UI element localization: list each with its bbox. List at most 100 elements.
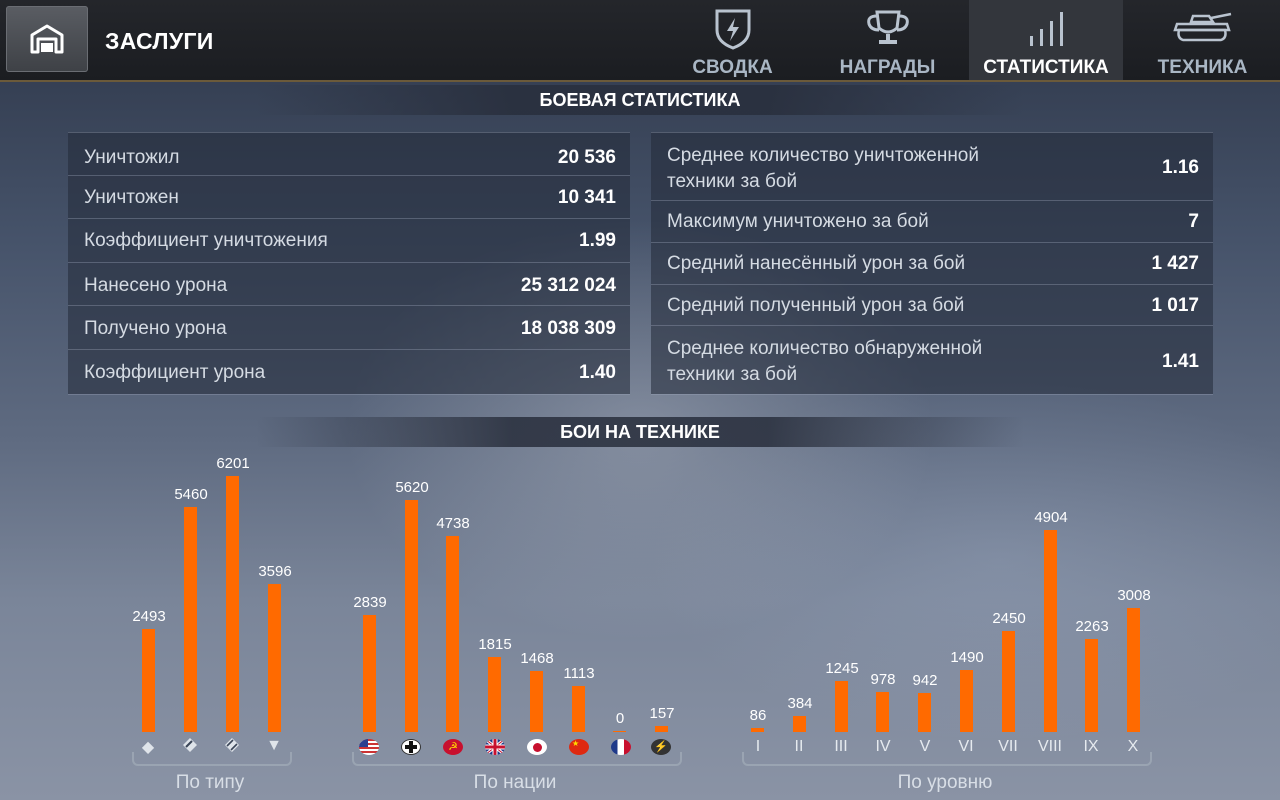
nation-bar-value-label: 2839 [353,594,387,611]
tier-bar-value-label: 3008 [1117,587,1151,604]
tier-bar [960,670,973,732]
heavy-tank-icon [221,737,243,758]
nation-bar [572,686,585,732]
vehicle-battles-charts: По типу По нации По уровню ◆ ▼ ☭ ★ ⚡ I I… [0,440,1280,800]
stat-value: 7 [1188,211,1199,232]
tier-group-bracket [742,752,1152,766]
ussr-flag-icon: ☭ [443,739,463,755]
stat-row-damage-ratio: Коэффициент урона 1.40 [68,349,630,395]
page-title: ЗАСЛУГИ [105,28,214,54]
top-bar: ЗАСЛУГИ СВОДКА НАГРАДЫ СТАТИСТИКА [0,0,1280,82]
tier-bar [1127,608,1140,732]
tab-awards[interactable]: НАГРАДЫ [815,0,960,80]
tier-3-label: III [834,738,848,755]
stat-label: Коэффициент урона [84,362,266,383]
type-bar [184,507,197,732]
stat-row-kills: Уничтожил 20 536 [68,132,630,176]
nation-bar-value-label: 5620 [395,479,429,496]
tab-vehicles[interactable]: ТЕХНИКА [1130,0,1275,80]
tier-bar [1002,631,1015,732]
stat-label: Среднее количество обнаруженной [667,338,983,359]
type-group-label: По типу [175,772,245,793]
stat-value: 1 017 [1151,295,1199,316]
stat-value: 10 341 [557,187,616,208]
stat-row-avg-damage-dealt: Средний нанесённый урон за бой 1 427 [651,242,1213,285]
medium-tank-icon [179,737,201,758]
stat-value: 25 312 024 [520,275,616,296]
usa-flag-icon [359,739,379,755]
nation-bar-value-label: 1815 [478,636,512,653]
type-bar-value-label: 6201 [216,455,250,472]
tier-bar [835,681,848,732]
trophy-icon [866,10,909,44]
stat-value: 20 536 [557,147,616,168]
tab-awards-label: НАГРАДЫ [839,57,936,78]
tier-5-label: V [919,738,931,755]
tier-bar-value-label: 1245 [825,660,859,677]
battle-stats-heading: БОЕВАЯ СТАТИСТИКА [0,85,1280,115]
type-bar [142,629,155,732]
stat-label: Среднее количество уничтоженной [667,145,979,166]
stat-value: 1.40 [579,362,616,383]
stat-label: Максимум уничтожено за бой [667,211,929,232]
china-flag-icon: ★ [569,739,589,755]
tier-6-label: VI [958,738,974,755]
type-bar-value-label: 2493 [132,608,166,625]
tier-bar-value-label: 384 [787,695,813,712]
td-icon: ▼ [266,737,282,754]
nation-bar [363,615,376,732]
uk-flag-icon [485,739,505,755]
tier-bar-value-label: 4904 [1034,509,1068,526]
nation-bar-value-label: 1113 [563,665,595,682]
stat-row-avg-damage-received: Средний полученный урон за бой 1 017 [651,284,1213,326]
battle-stats-left-panel: Уничтожил 20 536 Уничтожен 10 341 Коэффи… [68,132,630,395]
garage-home-button[interactable] [6,6,88,72]
tab-statistics-label: СТАТИСТИКА [983,57,1109,78]
tier-group-label: По уровню [897,772,993,793]
vehicle-battles-heading: БОИ НА ТЕХНИКЕ [0,417,1280,447]
stat-label-line2: техники за бой [667,364,798,385]
stat-label: Получено урона [84,318,227,339]
nation-group-bracket [352,752,682,766]
stat-label-line2: техники за бой [667,171,798,192]
stat-value: 1.99 [579,230,616,251]
tier-1-label: I [755,738,761,755]
tier-bar-value-label: 86 [749,707,767,724]
tab-statistics[interactable]: СТАТИСТИКА [969,0,1123,80]
stat-row-avg-kills: Среднее количество уничтоженной техники … [651,132,1213,201]
nation-bar-value-label: 157 [649,705,675,722]
france-flag-icon [611,739,631,755]
tier-7-label: VII [998,738,1018,755]
tier-bar-value-label: 2263 [1075,618,1109,635]
light-tank-icon: ◆ [141,739,155,756]
stat-row-damage-received: Получено урона 18 038 309 [68,305,630,350]
stat-label: Средний нанесённый урон за бой [667,253,966,274]
tier-bar-value-label: 2450 [992,610,1026,627]
tab-vehicles-label: ТЕХНИКА [1157,57,1248,78]
type-bar [226,476,239,732]
tier-bar [1044,530,1057,732]
nation-group-label: По нации [473,772,557,793]
nation-bar-value-label: 4738 [436,515,470,532]
tier-4-label: IV [875,738,891,755]
stat-value: 1.41 [1162,351,1199,372]
stat-label: Нанесено урона [84,275,228,296]
tier-8-label: VIII [1037,738,1062,755]
tab-summary[interactable]: СВОДКА [660,0,805,80]
tier-bar [918,693,931,732]
hangar-icon [30,24,64,54]
type-bar-value-label: 3596 [258,563,292,580]
stat-label: Коэффициент уничтожения [84,230,328,251]
nation-bar-value-label: 0 [615,710,625,727]
stat-value: 1 427 [1151,253,1199,274]
japan-flag-icon [527,739,547,755]
stat-row-deaths: Уничтожен 10 341 [68,175,630,219]
type-group-bracket [132,752,292,766]
nation-bar-value-label: 1468 [520,650,554,667]
stat-row-damage-dealt: Нанесено урона 25 312 024 [68,262,630,306]
tier-10-label: X [1127,738,1139,755]
stat-label: Уничтожен [84,187,179,208]
type-bar [268,584,281,732]
battle-stats-right-panel: Среднее количество уничтоженной техники … [651,132,1213,395]
tier-2-label: II [794,738,804,755]
